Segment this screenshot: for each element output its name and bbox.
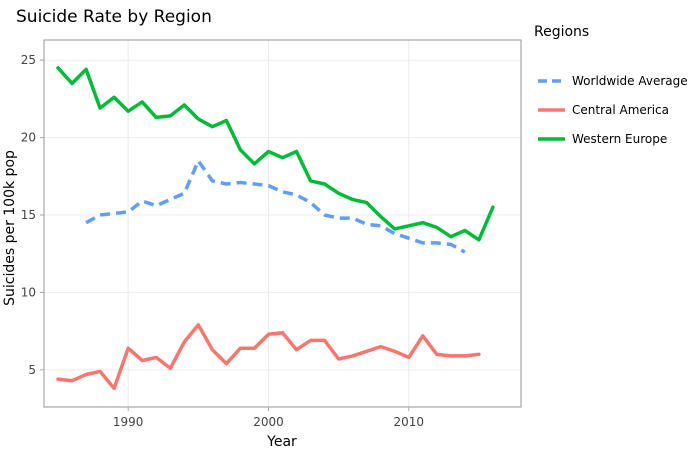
legend-items: Worldwide Average Central America Western …: [538, 74, 688, 146]
legend-item: Central America: [538, 103, 669, 117]
legend-label: Central America: [572, 103, 669, 117]
legend-title: Regions: [534, 24, 589, 40]
grid: [44, 40, 521, 407]
y-tick-label: 25: [21, 53, 36, 67]
x-axis-ticks: 1990 2000 2010: [113, 407, 424, 429]
legend: Regions Worldwide Average Central America…: [534, 24, 688, 146]
chart-title: Suicide Rate by Region: [16, 7, 212, 27]
series-line-central-america: [56, 323, 481, 391]
x-tick-label: 2000: [253, 415, 284, 429]
plot-frame: [43, 39, 522, 408]
x-tick-label: 2010: [393, 415, 424, 429]
series-lines: [56, 66, 495, 391]
x-tick-label: 1990: [113, 415, 144, 429]
x-axis-label: Year: [266, 434, 297, 450]
y-tick-label: 15: [21, 208, 36, 222]
y-axis-label: Suicides per 100k pop: [2, 150, 18, 306]
y-tick-label: 20: [21, 131, 36, 145]
y-axis-ticks: 5 10 15 20 25: [21, 53, 44, 377]
y-tick-label: 5: [28, 363, 36, 377]
series-line-worldwide-average: [85, 159, 466, 254]
legend-label: Western Europe: [572, 132, 667, 146]
legend-item: Western Europe: [538, 132, 667, 146]
legend-item: Worldwide Average: [538, 74, 688, 88]
legend-label: Worldwide Average: [572, 74, 688, 88]
series-line-western-europe: [56, 66, 495, 242]
y-tick-label: 10: [21, 285, 36, 299]
